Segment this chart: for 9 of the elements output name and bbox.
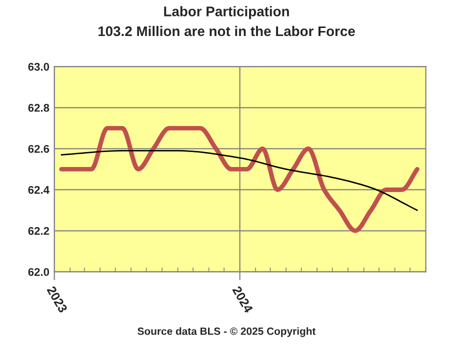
chart-title: Labor Participation — [164, 6, 289, 20]
chart-subtitle: 103.2 Million are not in the Labor Force — [98, 26, 355, 36]
source-note: Source data BLS - © 2025 Copyright — [138, 327, 316, 338]
y-tick-label: 62.4 — [28, 186, 50, 194]
y-tick-label: 62.2 — [28, 227, 50, 235]
y-tick-label: 62.8 — [28, 104, 50, 112]
y-tick-label: 63.0 — [28, 62, 50, 71]
y-tick-label: 62.6 — [28, 144, 50, 153]
y-tick-label: 62.0 — [28, 268, 50, 276]
